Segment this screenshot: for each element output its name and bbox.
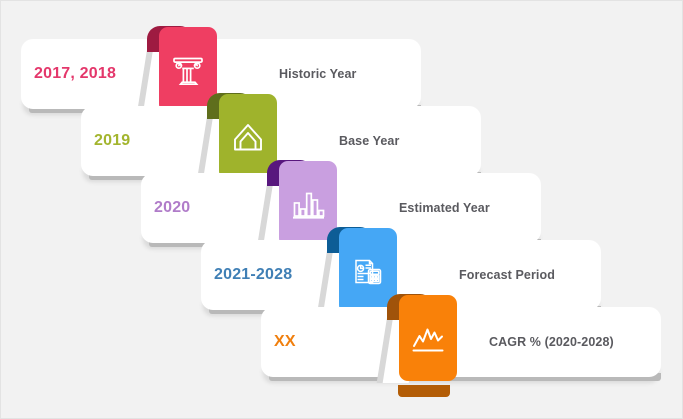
- classical-column-icon[interactable]: [159, 27, 217, 113]
- calculator-report-icon[interactable]: [339, 228, 397, 314]
- row-year-label: 2017, 2018: [34, 65, 117, 82]
- row-year-label: 2019: [94, 132, 131, 149]
- row-year-label: XX: [274, 333, 296, 350]
- row-year-label: 2020: [154, 199, 191, 216]
- row-card: [261, 307, 661, 377]
- line-chart-icon[interactable]: [399, 295, 457, 381]
- row-year-label: 2021-2028: [214, 266, 293, 283]
- row-description-label: Forecast Period: [459, 268, 555, 282]
- bar-chart-icon[interactable]: [279, 161, 337, 247]
- card-shadow: [269, 373, 661, 381]
- timeline-row-cagr[interactable]: XX CAGR % (2020-2028): [261, 294, 661, 397]
- row-description-label: Base Year: [339, 134, 400, 148]
- house-icon[interactable]: [219, 94, 277, 180]
- row-description-label: Historic Year: [279, 67, 357, 81]
- row-description-label: Estimated Year: [399, 201, 490, 215]
- row-description-label: CAGR % (2020-2028): [489, 335, 614, 349]
- icon-foot: [398, 385, 450, 397]
